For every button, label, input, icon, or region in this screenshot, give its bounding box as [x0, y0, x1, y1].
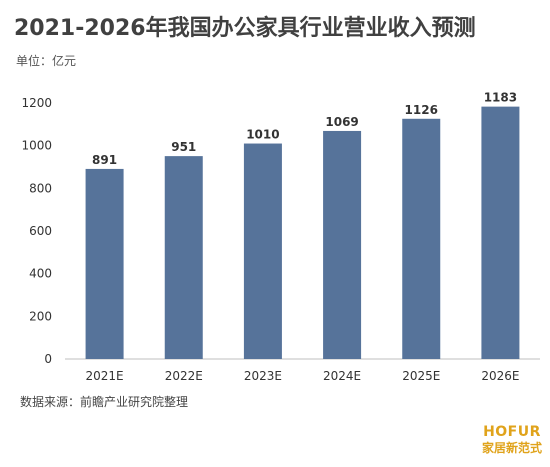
y-tick-label: 1200: [21, 96, 52, 110]
x-tick-label: 2026E: [481, 369, 519, 383]
x-tick-label: 2024E: [323, 369, 361, 383]
y-tick-label: 200: [29, 309, 52, 323]
data-label: 1183: [484, 91, 517, 105]
data-label: 1010: [246, 128, 279, 142]
bar: [164, 156, 203, 359]
source-note: 数据来源：前瞻产业研究院整理: [20, 395, 189, 409]
bar: [243, 143, 282, 359]
data-label: 1126: [405, 103, 438, 117]
unit-label: 单位：亿元: [16, 54, 77, 68]
brand-subtitle: 家居新范式: [481, 441, 542, 455]
data-label: 951: [171, 140, 196, 154]
brand-logo: HOFUR 家居新范式: [482, 424, 542, 456]
y-tick-label: 600: [29, 224, 52, 238]
y-tick-label: 800: [29, 181, 52, 195]
x-tick-label: 2021E: [86, 369, 124, 383]
data-label: 1069: [325, 115, 358, 129]
bar: [323, 130, 362, 359]
y-tick-label: 400: [29, 267, 52, 281]
x-tick-label: 2023E: [244, 369, 282, 383]
x-tick-label: 2025E: [402, 369, 440, 383]
y-tick-label: 1000: [21, 139, 52, 153]
bar: [481, 106, 520, 359]
x-tick-label: 2022E: [165, 369, 203, 383]
bar: [402, 118, 441, 359]
y-tick-label: 0: [44, 352, 52, 366]
bar: [85, 168, 124, 359]
chart-title: 2021-2026年我国办公家具行业营业收入预测: [14, 16, 476, 41]
brand-name: HOFUR: [483, 424, 541, 440]
data-label: 891: [92, 153, 117, 167]
